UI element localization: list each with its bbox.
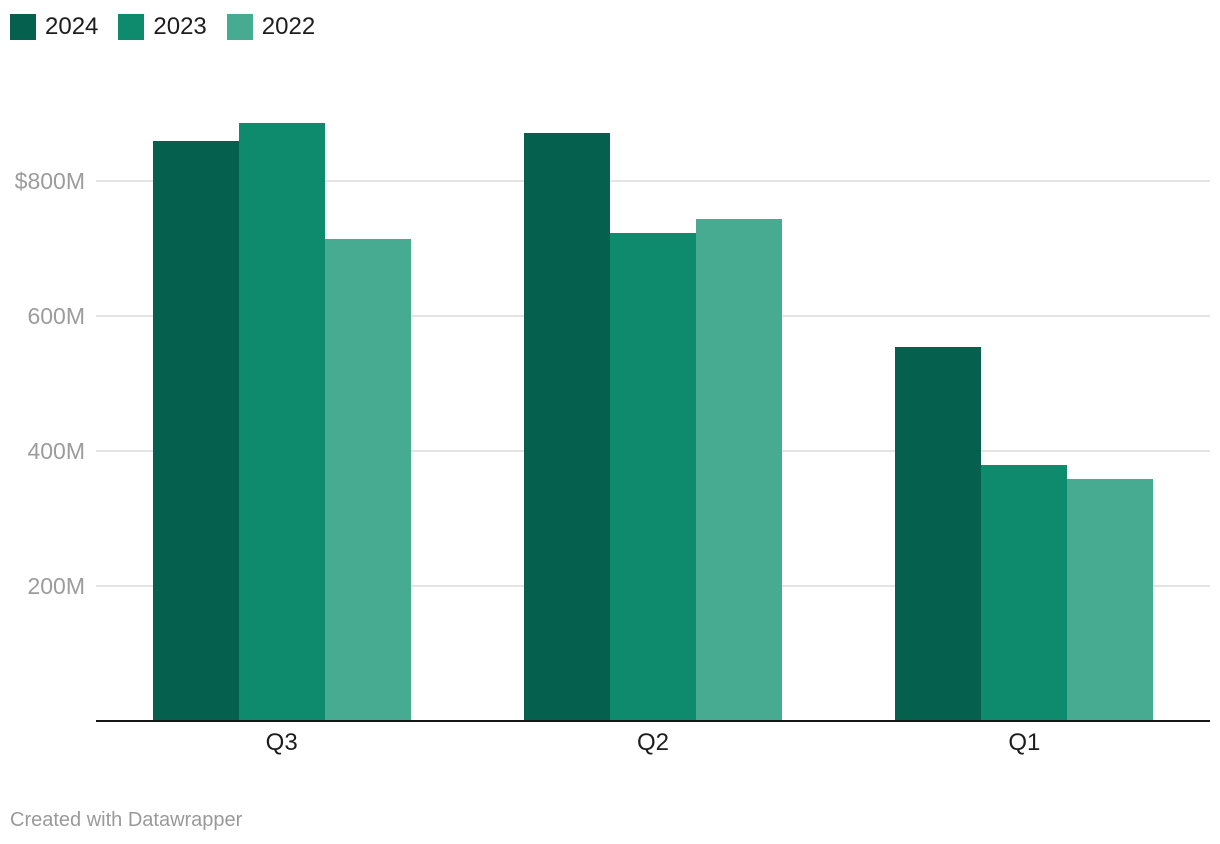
bar-q3-2023 — [238, 123, 325, 720]
y-tick-label-400m: 400M — [27, 438, 85, 464]
bar-group-q1 — [839, 347, 1210, 720]
legend-swatch-2023 — [118, 14, 145, 40]
legend-item-2023: 2023 — [118, 13, 207, 41]
bar-q2-2023 — [609, 233, 696, 720]
x-label-q2: Q2 — [636, 729, 669, 756]
bar-q1-2023 — [981, 465, 1068, 720]
legend-label-2022: 2022 — [261, 13, 316, 40]
x-label-q3: Q3 — [265, 729, 298, 756]
bar-q1-2024 — [895, 347, 982, 720]
bar-q3-2022 — [324, 239, 411, 720]
bar-group-q2 — [467, 133, 838, 720]
bar-group-q3 — [96, 123, 467, 720]
y-tick-label-800m: $800M — [14, 168, 85, 194]
x-label-q1: Q1 — [1008, 729, 1041, 756]
legend: 2024 2023 2022 — [10, 13, 315, 41]
bar-q2-2022 — [695, 219, 782, 720]
legend-label-2024: 2024 — [45, 13, 99, 40]
legend-swatch-2024 — [10, 14, 36, 40]
y-tick-label-600m: 600M — [27, 303, 85, 329]
legend-item-2024: 2024 — [10, 13, 98, 41]
x-axis-labels: Q3 Q2 Q1 — [96, 729, 1210, 757]
x-axis-line — [96, 720, 1210, 722]
bar-groups — [96, 0, 1210, 720]
legend-label-2023: 2023 — [153, 13, 207, 40]
bar-q2-2024 — [523, 133, 610, 720]
bar-q1-2022 — [1067, 479, 1154, 720]
attribution-text: Created with Datawrapper — [10, 809, 243, 831]
legend-item-2022: 2022 — [226, 13, 316, 41]
bar-q3-2024 — [152, 141, 239, 720]
gridline-800m — [96, 180, 1210, 182]
legend-swatch-2022 — [226, 14, 253, 40]
y-tick-label-200m: 200M — [27, 573, 85, 599]
